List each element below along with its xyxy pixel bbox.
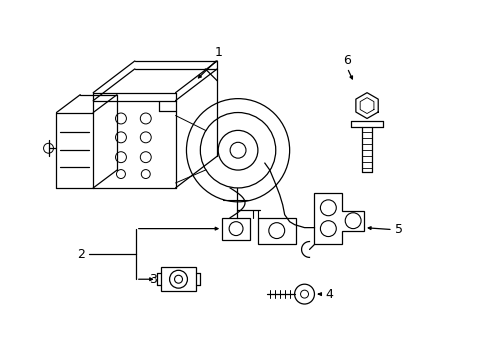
Text: 6: 6 [343, 54, 350, 67]
Text: 1: 1 [214, 46, 222, 59]
Text: 4: 4 [325, 288, 333, 301]
Text: 2: 2 [77, 248, 85, 261]
Text: 5: 5 [394, 223, 402, 236]
Text: 3: 3 [148, 273, 156, 286]
